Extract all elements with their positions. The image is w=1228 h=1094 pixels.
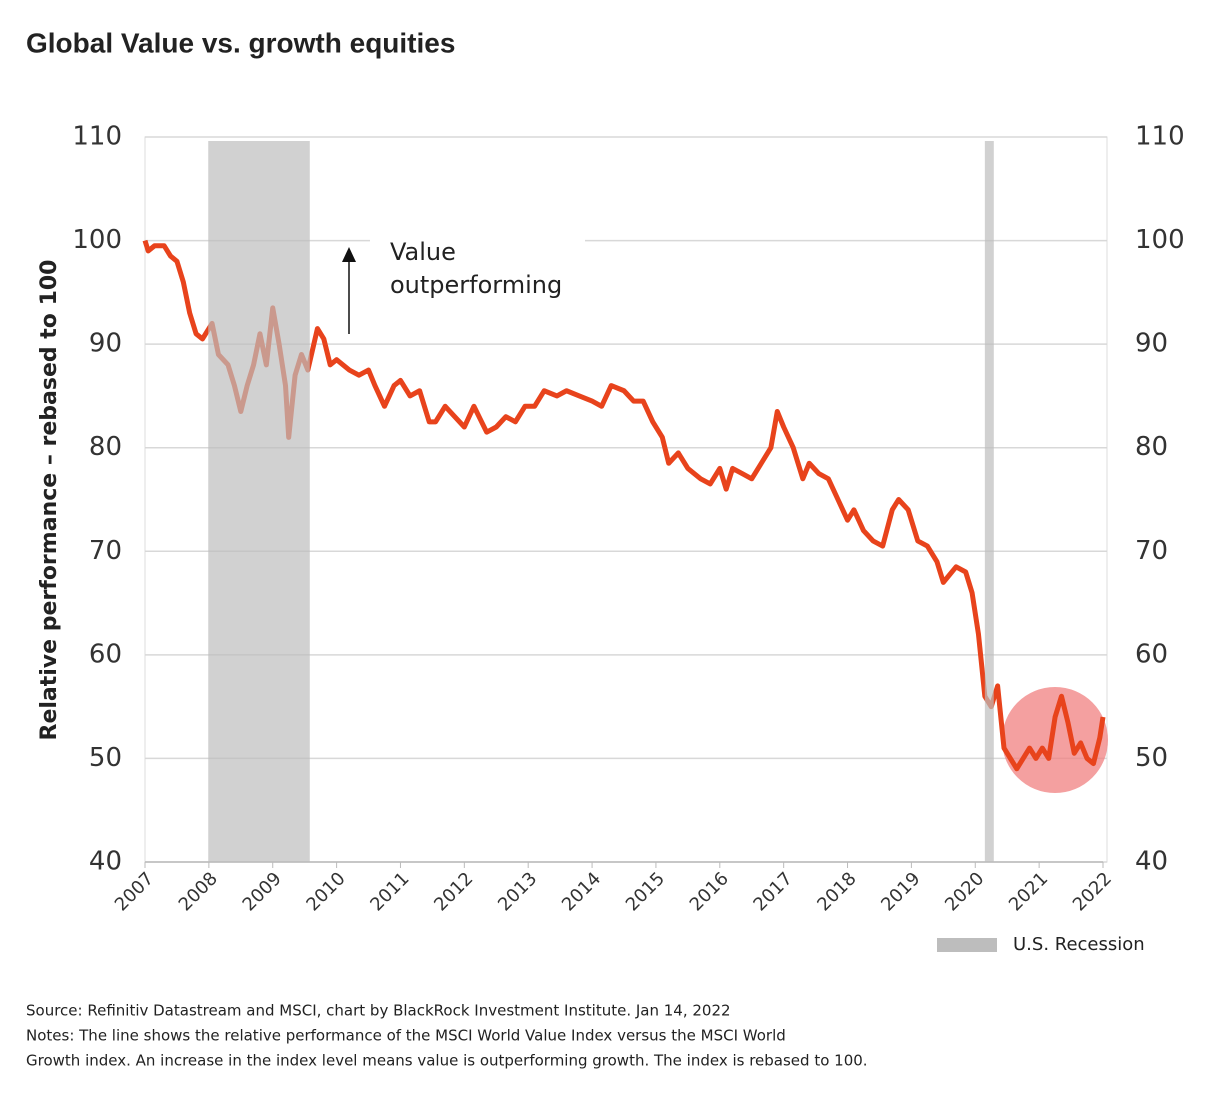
recession-band — [984, 141, 994, 862]
source: Source: Refinitiv Datastream and MSCI, c… — [26, 1002, 731, 1020]
x-tick-label: 2014 — [558, 868, 605, 915]
legend-swatch — [937, 938, 997, 952]
y-axis-label: Relative performance – rebased to 100 — [37, 260, 62, 741]
y-tick-label: 90 — [1135, 329, 1168, 359]
y-tick-label: 50 — [1135, 743, 1168, 773]
annotation-arrowhead — [342, 247, 356, 262]
chart-title: Global Value vs. growth equities — [26, 27, 455, 58]
y-tick-label: 100 — [72, 225, 122, 255]
y-tick-label: 70 — [1135, 536, 1168, 566]
x-tick-label: 2019 — [877, 868, 924, 915]
y-tick-label: 40 — [1135, 847, 1168, 877]
annotation-bg — [370, 232, 585, 302]
x-tick-label: 2013 — [494, 868, 541, 915]
x-tick-label: 2015 — [622, 868, 669, 915]
x-tick-label: 2018 — [813, 868, 860, 915]
notes: Growth index. An increase in the index l… — [26, 1052, 868, 1070]
x-tick-label: 2012 — [430, 868, 477, 915]
x-tick-label: 2009 — [239, 868, 286, 915]
x-tick-label: 2008 — [175, 868, 222, 915]
annotation: outperforming — [390, 271, 562, 299]
y-tick-label: 40 — [89, 847, 122, 877]
y-tick-label: 80 — [89, 432, 122, 462]
y-tick-label: 50 — [89, 743, 122, 773]
notes: Notes: The line shows the relative perfo… — [26, 1027, 786, 1045]
x-tick-label: 2010 — [302, 868, 349, 915]
x-tick-label: 2021 — [1005, 868, 1052, 915]
y-tick-label: 110 — [72, 122, 122, 152]
x-tick-label: 2022 — [1069, 868, 1116, 915]
legend-label: U.S. Recession — [1013, 934, 1145, 955]
x-tick-label: 2016 — [686, 868, 733, 915]
x-tick-label: 2011 — [366, 868, 413, 915]
y-tick-label: 100 — [1135, 225, 1185, 255]
x-tick-label: 2020 — [941, 868, 988, 915]
x-tick-label: 2017 — [749, 868, 796, 915]
annotation: Value — [390, 238, 456, 266]
recession-band — [208, 141, 310, 862]
y-tick-label: 80 — [1135, 432, 1168, 462]
y-tick-label: 90 — [89, 329, 122, 359]
y-tick-label: 110 — [1135, 122, 1185, 152]
y-tick-label: 60 — [89, 639, 122, 669]
y-tick-label: 60 — [1135, 639, 1168, 669]
y-tick-label: 70 — [89, 536, 122, 566]
highlight-circle — [1002, 687, 1108, 793]
